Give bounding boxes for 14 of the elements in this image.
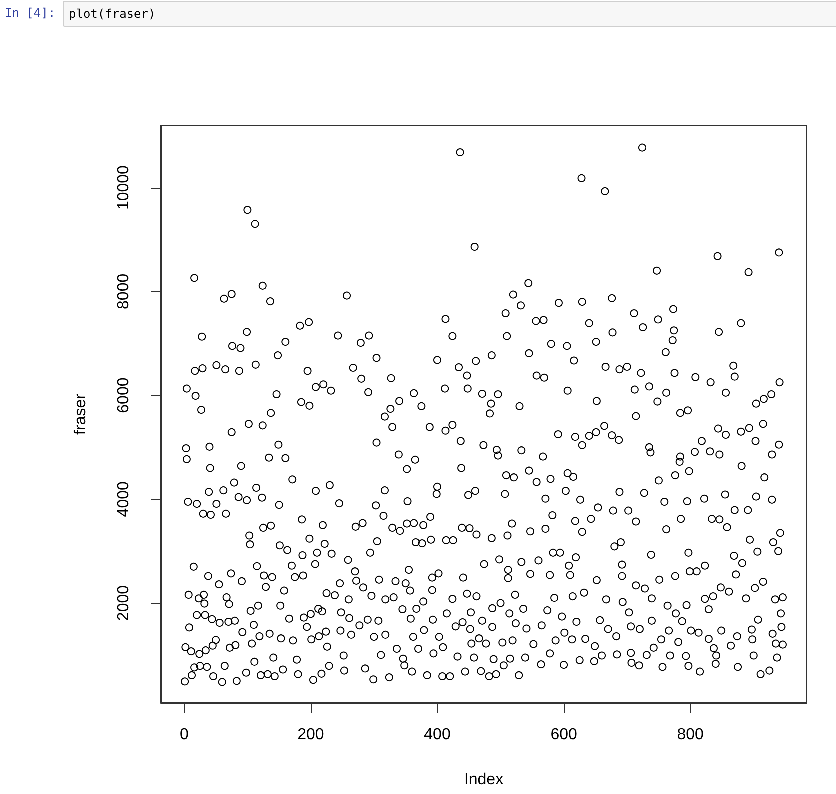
y-tick-label: 4000	[116, 482, 132, 518]
x-tick-label: 0	[180, 726, 189, 744]
x-axis-title: Index	[464, 772, 504, 788]
y-axis-title: fraser	[72, 393, 90, 435]
x-tick-label: 200	[298, 726, 324, 744]
code-cell: plot(fraser)	[63, 1, 836, 27]
x-tick-label: 400	[424, 726, 451, 744]
y-tick-label: 8000	[116, 274, 132, 310]
y-tick-label: 2000	[116, 585, 132, 622]
x-tick-label: 600	[550, 726, 578, 744]
y-tick-label: 6000	[116, 378, 132, 414]
text: In [4]:	[5, 6, 56, 20]
y-tick-label: 10000	[116, 165, 132, 210]
x-tick-label: 800	[677, 726, 704, 744]
